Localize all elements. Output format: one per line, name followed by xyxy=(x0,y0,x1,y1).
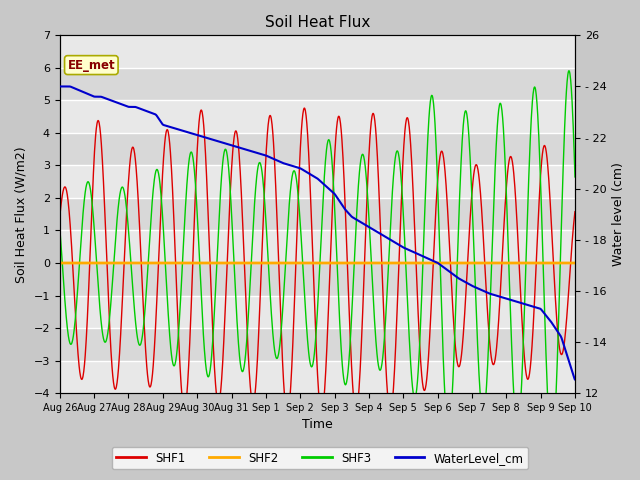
Bar xyxy=(60,68,575,100)
X-axis label: Time: Time xyxy=(302,419,333,432)
Bar xyxy=(60,263,575,296)
Legend: SHF1, SHF2, SHF3, WaterLevel_cm: SHF1, SHF2, SHF3, WaterLevel_cm xyxy=(111,447,529,469)
Y-axis label: Soil Heat Flux (W/m2): Soil Heat Flux (W/m2) xyxy=(15,146,28,283)
Text: EE_met: EE_met xyxy=(67,59,115,72)
Title: Soil Heat Flux: Soil Heat Flux xyxy=(265,15,370,30)
Bar xyxy=(60,296,575,328)
Bar xyxy=(60,100,575,133)
Bar xyxy=(60,36,575,68)
Bar xyxy=(60,133,575,166)
Bar xyxy=(60,360,575,393)
Bar xyxy=(60,328,575,360)
Bar xyxy=(60,198,575,230)
Bar xyxy=(60,230,575,263)
Bar xyxy=(60,166,575,198)
Y-axis label: Water level (cm): Water level (cm) xyxy=(612,162,625,266)
